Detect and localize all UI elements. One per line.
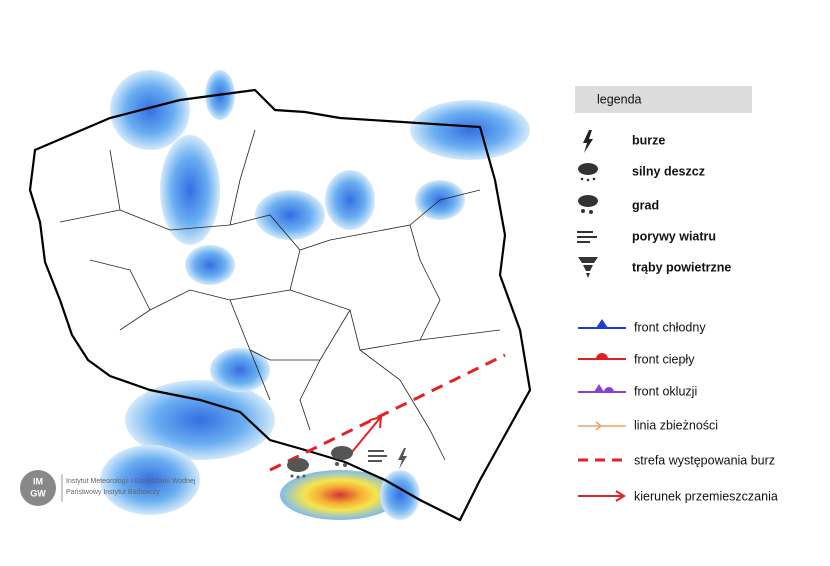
storm-zone [269, 353, 506, 472]
map [28, 70, 532, 522]
legend-item: front ciepły [634, 352, 695, 366]
map-weather-icons [287, 446, 407, 479]
legend-item: front chłodny [634, 320, 706, 334]
logo-mark: GW [30, 488, 46, 498]
logo: IM GW Instytut Meteorologii i Gospodarki… [20, 470, 196, 506]
legend-item: grad [632, 198, 659, 212]
logo-mark: IM [33, 476, 43, 486]
region-borders [59, 129, 501, 461]
logo-text: Instytut Meteorologii i Gospodarki Wodne… [66, 478, 196, 485]
legend-item: burze [632, 133, 665, 147]
legend-item: kierunek przemieszczania [634, 489, 778, 503]
legend-item: linia zbieżności [634, 418, 718, 432]
logo-text: Państwowy Instytut Badawczy [66, 489, 160, 496]
legend-item: porywy wiatru [632, 229, 716, 243]
legend-item: silny deszcz [632, 164, 705, 178]
legend: legenda burze silny deszcz grad porywy wiat… [575, 86, 778, 503]
legend-item: strefa występowania burz [634, 453, 775, 467]
country-border [28, 88, 532, 522]
legend-item: trąby powietrzne [632, 260, 731, 274]
legend-title: legenda [597, 92, 642, 106]
legend-item: front okluzji [634, 384, 697, 398]
movement-arrow [351, 415, 383, 453]
